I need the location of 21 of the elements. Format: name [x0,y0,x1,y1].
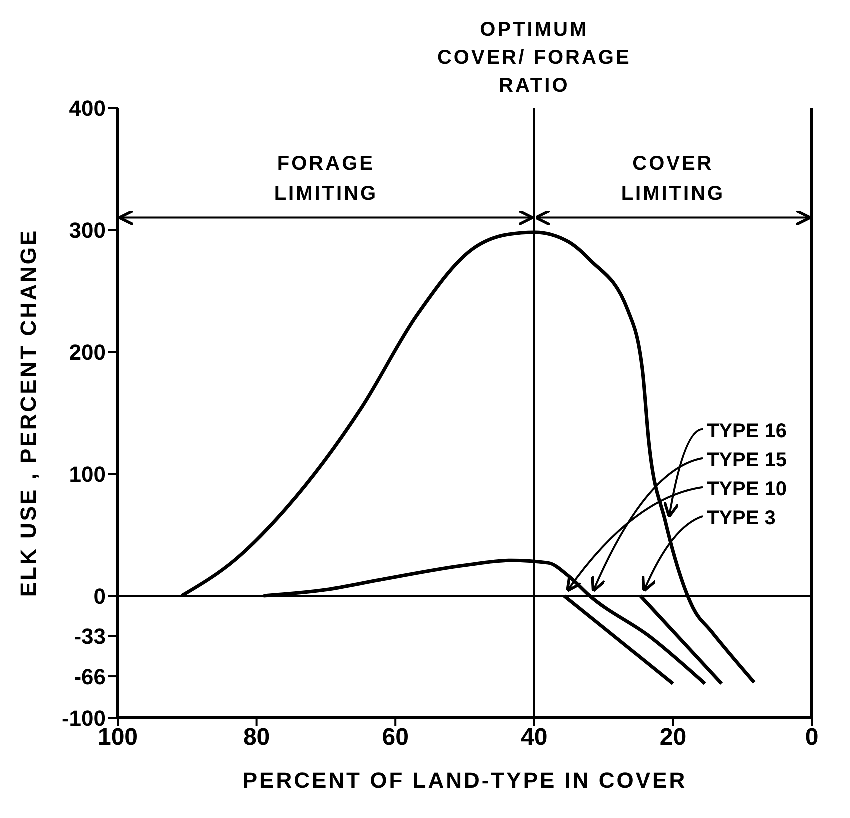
x-tick-label: 40 [521,724,548,752]
x-axis-title: PERCENT OF LAND-TYPE IN COVER [242,768,688,793]
x-tick-label: 60 [382,724,409,752]
x-tick-label: 20 [660,724,687,752]
y-tick-label: 100 [69,462,106,487]
annotation: FORAGE LIMITING [274,152,378,205]
y-axis-title: ELK USE , PERCENT CHANGE [16,228,41,598]
ref-line-label: OPTIMUM COVER/ FORAGE RATIO [436,18,632,99]
x-tick-label: 0 [805,724,819,752]
text: TYPE 10 [707,478,788,500]
x-tick-label: 80 [243,724,270,752]
y-tick-label: 200 [69,340,106,365]
y-tick-label: -33 [74,624,106,650]
y-tick-label: 300 [69,218,106,243]
y-tick-label: 400 [69,96,106,121]
text: TYPE 3 [707,507,776,530]
y-tick-label: 0 [94,584,106,609]
annotation: COVER LIMITING [621,152,726,205]
text: TYPE 15 [707,449,788,472]
text: TYPE 16 [707,420,788,442]
y-tick-label: -66 [74,664,106,690]
